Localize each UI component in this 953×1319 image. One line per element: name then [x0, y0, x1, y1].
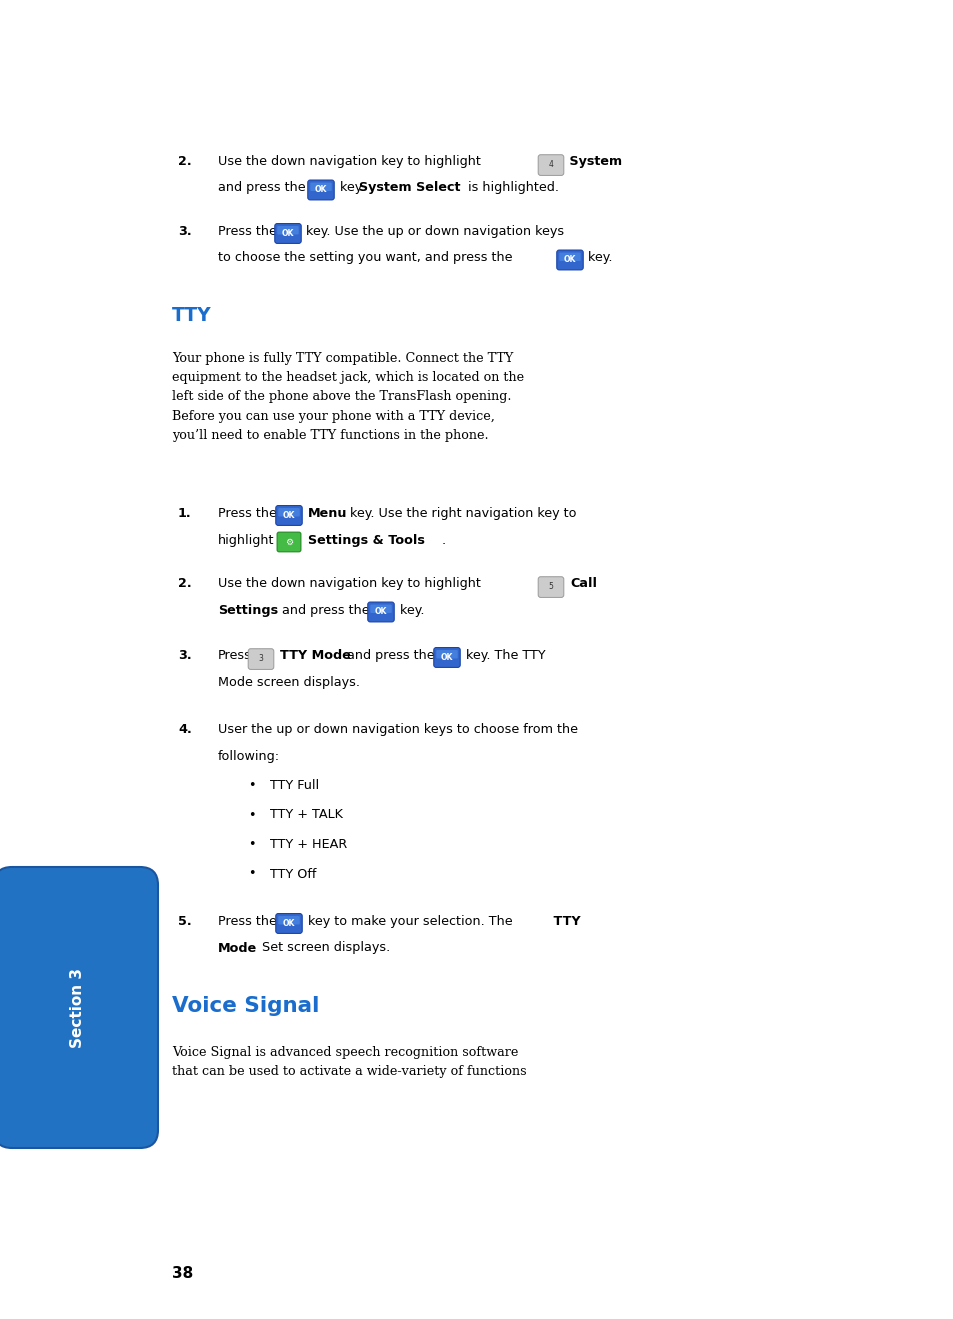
- Text: ⚙: ⚙: [285, 537, 293, 546]
- Text: User the up or down navigation keys to choose from the: User the up or down navigation keys to c…: [218, 723, 578, 736]
- Text: Mode: Mode: [218, 942, 257, 955]
- FancyBboxPatch shape: [275, 505, 302, 525]
- Text: •: •: [248, 838, 255, 851]
- FancyBboxPatch shape: [368, 601, 394, 621]
- Text: OK: OK: [375, 608, 387, 616]
- Text: key. Use the right navigation key to: key. Use the right navigation key to: [346, 506, 576, 520]
- Text: 3: 3: [258, 654, 263, 662]
- Text: •: •: [248, 868, 255, 881]
- Text: key. The TTY: key. The TTY: [461, 649, 544, 662]
- FancyBboxPatch shape: [537, 154, 563, 175]
- Text: 3.: 3.: [178, 226, 192, 237]
- Text: Settings: Settings: [218, 604, 278, 616]
- FancyBboxPatch shape: [278, 508, 299, 517]
- Text: Press the: Press the: [218, 226, 276, 237]
- Text: •: •: [248, 780, 255, 791]
- FancyBboxPatch shape: [277, 226, 298, 235]
- Text: 5: 5: [548, 582, 553, 591]
- FancyBboxPatch shape: [310, 182, 332, 191]
- Text: Voice Signal: Voice Signal: [172, 996, 319, 1016]
- Text: 2.: 2.: [178, 156, 192, 168]
- Text: Menu: Menu: [308, 506, 347, 520]
- Text: 38: 38: [172, 1266, 193, 1281]
- Text: OK: OK: [314, 186, 327, 194]
- FancyBboxPatch shape: [275, 914, 302, 934]
- Text: and press the: and press the: [218, 182, 305, 194]
- Text: Settings & Tools: Settings & Tools: [308, 533, 424, 546]
- Text: Use the down navigation key to highlight: Use the down navigation key to highlight: [218, 576, 480, 590]
- FancyBboxPatch shape: [274, 223, 301, 244]
- Text: TTY + HEAR: TTY + HEAR: [270, 838, 347, 851]
- Text: key.: key.: [584, 252, 613, 265]
- Text: OK: OK: [563, 256, 576, 265]
- Text: 3.: 3.: [178, 649, 192, 662]
- Text: key to make your selection. The: key to make your selection. The: [303, 915, 512, 929]
- FancyBboxPatch shape: [558, 252, 580, 261]
- FancyBboxPatch shape: [370, 604, 392, 613]
- Text: following:: following:: [218, 749, 280, 762]
- FancyBboxPatch shape: [308, 181, 334, 200]
- Text: 4: 4: [548, 160, 553, 169]
- FancyBboxPatch shape: [436, 650, 457, 658]
- Text: and press the: and press the: [277, 604, 369, 616]
- Text: System Select: System Select: [358, 182, 460, 194]
- Text: Press the: Press the: [218, 915, 276, 929]
- Text: key. Use the up or down navigation keys: key. Use the up or down navigation keys: [302, 226, 564, 237]
- Text: Your phone is fully TTY compatible. Connect the TTY
equipment to the headset jac: Your phone is fully TTY compatible. Conn…: [172, 352, 523, 442]
- Text: 5.: 5.: [178, 915, 192, 929]
- Text: Press: Press: [218, 649, 252, 662]
- FancyBboxPatch shape: [434, 648, 459, 667]
- Text: Call: Call: [569, 576, 597, 590]
- Text: Use the down navigation key to highlight: Use the down navigation key to highlight: [218, 156, 480, 168]
- Text: and press the: and press the: [343, 649, 435, 662]
- FancyBboxPatch shape: [276, 532, 300, 551]
- FancyBboxPatch shape: [537, 576, 563, 598]
- Text: TTY Full: TTY Full: [270, 780, 319, 791]
- Text: .: .: [441, 533, 446, 546]
- Text: Press the: Press the: [218, 506, 276, 520]
- Text: Voice Signal is advanced speech recognition software
that can be used to activat: Voice Signal is advanced speech recognit…: [172, 1046, 526, 1078]
- Text: is highlighted.: is highlighted.: [463, 182, 558, 194]
- Text: to choose the setting you want, and press the: to choose the setting you want, and pres…: [218, 252, 512, 265]
- Text: key.: key.: [335, 182, 364, 194]
- Text: OK: OK: [282, 919, 294, 929]
- Text: TTY + TALK: TTY + TALK: [270, 809, 342, 822]
- Text: key.: key.: [395, 604, 423, 616]
- Text: 4.: 4.: [178, 723, 192, 736]
- Text: OK: OK: [440, 653, 453, 662]
- Text: 1.: 1.: [178, 506, 192, 520]
- FancyBboxPatch shape: [278, 917, 299, 925]
- Text: Set screen displays.: Set screen displays.: [257, 942, 390, 955]
- Text: highlight: highlight: [218, 533, 274, 546]
- FancyBboxPatch shape: [0, 867, 158, 1148]
- Text: Section 3: Section 3: [71, 968, 86, 1047]
- Text: TTY: TTY: [172, 306, 212, 324]
- Text: •: •: [248, 809, 255, 822]
- FancyBboxPatch shape: [557, 251, 582, 270]
- Text: 2.: 2.: [178, 576, 192, 590]
- FancyBboxPatch shape: [248, 649, 274, 670]
- Text: OK: OK: [282, 510, 294, 520]
- Text: Mode screen displays.: Mode screen displays.: [218, 675, 359, 689]
- Text: System: System: [565, 156, 622, 168]
- Text: TTY Mode: TTY Mode: [280, 649, 351, 662]
- Text: TTY Off: TTY Off: [270, 868, 316, 881]
- Text: TTY: TTY: [548, 915, 580, 929]
- Text: OK: OK: [281, 230, 294, 237]
